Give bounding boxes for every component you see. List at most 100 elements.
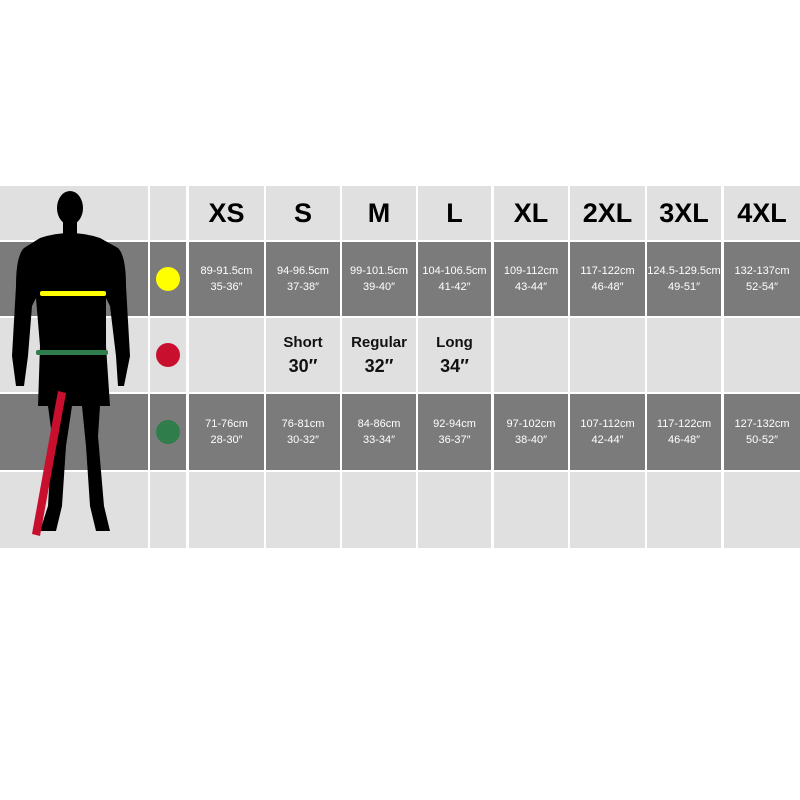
chest-dot-icon bbox=[156, 267, 180, 291]
leg-value: 30″ bbox=[288, 356, 318, 376]
waist-in: 28-30″ bbox=[210, 434, 243, 446]
table-cell: 124.5-129.5cm 49-51″ bbox=[647, 242, 721, 316]
waist-in: 33-34″ bbox=[362, 434, 396, 446]
chest-in: 49-51″ bbox=[667, 281, 701, 293]
table-cell bbox=[494, 472, 568, 548]
chest-cm: 89-91.5cm bbox=[200, 265, 253, 277]
table-cell bbox=[494, 318, 568, 392]
legend-cell bbox=[150, 242, 186, 316]
chest-line-icon bbox=[40, 291, 106, 296]
leg-label: Long bbox=[436, 334, 473, 351]
table-cell: 127-132cm 50-52″ bbox=[724, 394, 800, 470]
size-label: L bbox=[446, 197, 463, 228]
waist-in: 36-37″ bbox=[438, 434, 471, 446]
chest-cm: 124.5-129.5cm bbox=[647, 265, 721, 277]
size-label: M bbox=[367, 197, 391, 228]
size-label: 2XL bbox=[582, 197, 633, 228]
body-silhouette-icon bbox=[12, 191, 130, 536]
chest-cm: 99-101.5cm bbox=[349, 265, 409, 277]
table-cell bbox=[189, 472, 264, 548]
table-cell: 94-96.5cm 37-38″ bbox=[266, 242, 340, 316]
table-cell: Short 30″ bbox=[266, 318, 340, 392]
size-label: XS bbox=[208, 197, 245, 228]
waist-cm: 84-86cm bbox=[357, 418, 401, 430]
chest-in: 35-36″ bbox=[210, 281, 243, 293]
size-header: L bbox=[418, 186, 491, 240]
table-cell: 76-81cm 30-32″ bbox=[266, 394, 340, 470]
table-cell bbox=[647, 318, 721, 392]
leg-value: 32″ bbox=[364, 356, 394, 376]
table-cell: 97-102cm 38-40″ bbox=[494, 394, 568, 470]
table-cell: 117-122cm 46-48″ bbox=[570, 242, 645, 316]
chest-in: 43-44″ bbox=[514, 281, 548, 293]
size-header: S bbox=[266, 186, 340, 240]
size-header: 4XL bbox=[724, 186, 800, 240]
table-cell bbox=[418, 472, 491, 548]
legend-cell bbox=[150, 186, 186, 240]
legend-cell bbox=[150, 394, 186, 470]
waist-cm: 92-94cm bbox=[433, 418, 476, 430]
chest-cm: 117-122cm bbox=[580, 265, 635, 277]
waist-in: 42-44″ bbox=[591, 434, 624, 446]
table-cell: 92-94cm 36-37″ bbox=[418, 394, 491, 470]
legend-cell bbox=[150, 318, 186, 392]
inside-leg-dot-icon bbox=[156, 343, 180, 367]
size-header: 3XL bbox=[647, 186, 721, 240]
chest-cm: 109-112cm bbox=[503, 265, 559, 277]
size-label: 4XL bbox=[737, 197, 787, 228]
table-cell: Regular 32″ bbox=[342, 318, 416, 392]
size-label: 3XL bbox=[659, 197, 709, 228]
table-cell bbox=[724, 472, 800, 548]
waist-dot-icon bbox=[156, 420, 180, 444]
table-cell: 89-91.5cm 35-36″ bbox=[189, 242, 264, 316]
figure-cell bbox=[0, 472, 148, 548]
leg-label: Short bbox=[283, 334, 323, 351]
table-cell: Long 34″ bbox=[418, 318, 491, 392]
table-cell: 84-86cm 33-34″ bbox=[342, 394, 416, 470]
size-header: M bbox=[342, 186, 416, 240]
table-cell bbox=[724, 318, 800, 392]
waist-cm: 107-112cm bbox=[580, 418, 635, 430]
legend-cell bbox=[150, 472, 186, 548]
table-cell: 71-76cm 28-30″ bbox=[189, 394, 264, 470]
leg-label: Regular bbox=[351, 334, 407, 351]
table-cell bbox=[570, 472, 645, 548]
waist-line-icon bbox=[36, 350, 108, 355]
table-cell bbox=[266, 472, 340, 548]
figure-cell bbox=[0, 394, 148, 470]
table-cell: 99-101.5cm 39-40″ bbox=[342, 242, 416, 316]
waist-in: 50-52″ bbox=[745, 434, 779, 446]
table-cell: 107-112cm 42-44″ bbox=[570, 394, 645, 470]
table-cell bbox=[570, 318, 645, 392]
chest-in: 41-42″ bbox=[438, 281, 471, 293]
size-label: S bbox=[293, 197, 312, 228]
waist-cm: 117-122cm bbox=[656, 418, 712, 430]
inside-leg-line-icon bbox=[32, 391, 66, 536]
table-cell: 132-137cm 52-54″ bbox=[724, 242, 800, 316]
table-cell: 104-106.5cm 41-42″ bbox=[418, 242, 491, 316]
size-label: XL bbox=[513, 197, 549, 228]
waist-cm: 97-102cm bbox=[506, 418, 556, 430]
waist-in: 38-40″ bbox=[514, 434, 548, 446]
chest-in: 46-48″ bbox=[591, 281, 624, 293]
chest-cm: 132-137cm bbox=[734, 265, 790, 277]
size-header: 2XL bbox=[570, 186, 645, 240]
table-cell: 117-122cm 46-48″ bbox=[647, 394, 721, 470]
table-cell bbox=[189, 318, 264, 392]
table-cell bbox=[342, 472, 416, 548]
chest-in: 37-38″ bbox=[286, 281, 320, 293]
waist-in: 46-48″ bbox=[667, 434, 701, 446]
waist-cm: 71-76cm bbox=[205, 418, 248, 430]
size-header: XL bbox=[494, 186, 568, 240]
waist-cm: 127-132cm bbox=[734, 418, 790, 430]
chest-cm: 104-106.5cm bbox=[422, 265, 487, 277]
table-cell bbox=[647, 472, 721, 548]
chest-cm: 94-96.5cm bbox=[277, 265, 329, 277]
chest-in: 52-54″ bbox=[745, 281, 779, 293]
size-header: XS bbox=[189, 186, 264, 240]
waist-cm: 76-81cm bbox=[281, 418, 325, 430]
waist-in: 30-32″ bbox=[286, 434, 320, 446]
table-cell: 109-112cm 43-44″ bbox=[494, 242, 568, 316]
chest-in: 39-40″ bbox=[362, 281, 396, 293]
leg-value: 34″ bbox=[440, 356, 469, 376]
